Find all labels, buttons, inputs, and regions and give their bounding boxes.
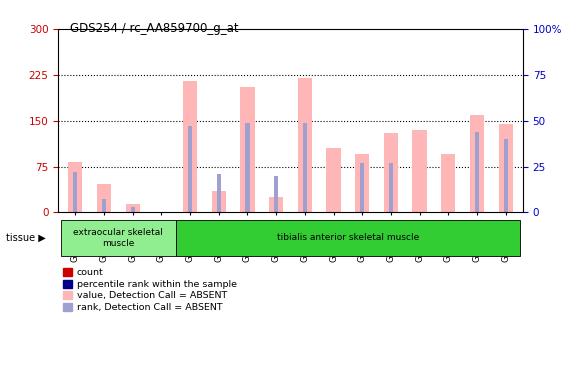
Text: tissue ▶: tissue ▶: [6, 233, 45, 243]
Bar: [504, 139, 508, 212]
Bar: [245, 123, 250, 212]
Legend: count, percentile rank within the sample, value, Detection Call = ABSENT, rank, : count, percentile rank within the sample…: [63, 268, 237, 312]
Bar: [274, 176, 278, 212]
Text: tibialis anterior skeletal muscle: tibialis anterior skeletal muscle: [277, 234, 419, 242]
Text: GDS254 / rc_AA859700_g_at: GDS254 / rc_AA859700_g_at: [70, 22, 238, 35]
Bar: [383, 133, 398, 212]
Bar: [241, 87, 254, 212]
Bar: [470, 115, 484, 212]
Bar: [475, 132, 479, 212]
Bar: [441, 154, 456, 212]
Bar: [389, 163, 393, 212]
Bar: [125, 204, 140, 212]
Bar: [131, 207, 135, 212]
Bar: [102, 199, 106, 212]
Bar: [211, 191, 226, 212]
FancyBboxPatch shape: [175, 220, 520, 256]
Text: extraocular skeletal
muscle: extraocular skeletal muscle: [73, 228, 163, 248]
Bar: [327, 148, 340, 212]
Bar: [303, 123, 307, 212]
Bar: [360, 163, 364, 212]
Bar: [355, 154, 370, 212]
Bar: [413, 130, 427, 212]
Bar: [97, 184, 111, 212]
Bar: [269, 197, 284, 212]
Bar: [297, 78, 312, 212]
Bar: [183, 81, 198, 212]
Bar: [498, 124, 513, 212]
Bar: [217, 174, 221, 212]
Bar: [73, 172, 77, 212]
Bar: [188, 126, 192, 212]
FancyBboxPatch shape: [61, 220, 175, 256]
Bar: [68, 162, 83, 212]
